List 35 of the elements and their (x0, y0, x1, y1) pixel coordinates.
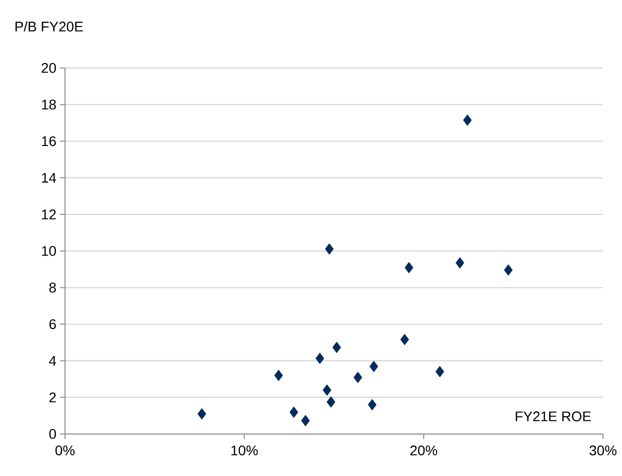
point (198, 408, 206, 420)
point (326, 396, 336, 408)
point (404, 262, 414, 274)
y-tick-label: 4 (49, 356, 56, 366)
y-tick-label: 2 (49, 392, 56, 402)
y-tick-label: 18 (42, 100, 56, 110)
point (400, 334, 409, 346)
point (369, 360, 378, 372)
x-tick-label: 10% (231, 445, 258, 456)
y-tick-label: 16 (42, 136, 56, 146)
point (325, 243, 334, 255)
y-tick-label: 10 (42, 246, 56, 256)
point (301, 414, 310, 426)
y-tick-label: 0 (49, 429, 56, 439)
point (463, 114, 472, 126)
point (316, 352, 324, 364)
point (290, 406, 298, 418)
x-axis-title: FY21E ROE (516, 411, 591, 422)
point (274, 370, 283, 382)
point (322, 384, 332, 396)
point (456, 257, 464, 269)
point (368, 399, 377, 410)
y-tick-label: 12 (42, 210, 56, 220)
y-tick-label: 8 (49, 282, 56, 293)
y-tick-label: 14 (42, 172, 56, 183)
point (435, 366, 444, 378)
x-tick-label: 20% (410, 445, 438, 456)
point (504, 264, 513, 276)
point (332, 342, 342, 354)
point (354, 372, 362, 384)
y-tick-label: 20 (42, 63, 56, 73)
y-axis-title: P/B FY20E (16, 21, 83, 32)
y-tick-label: 6 (49, 319, 56, 330)
x-tick-label: 0% (55, 445, 75, 456)
x-tick-label: 30% (590, 445, 616, 456)
